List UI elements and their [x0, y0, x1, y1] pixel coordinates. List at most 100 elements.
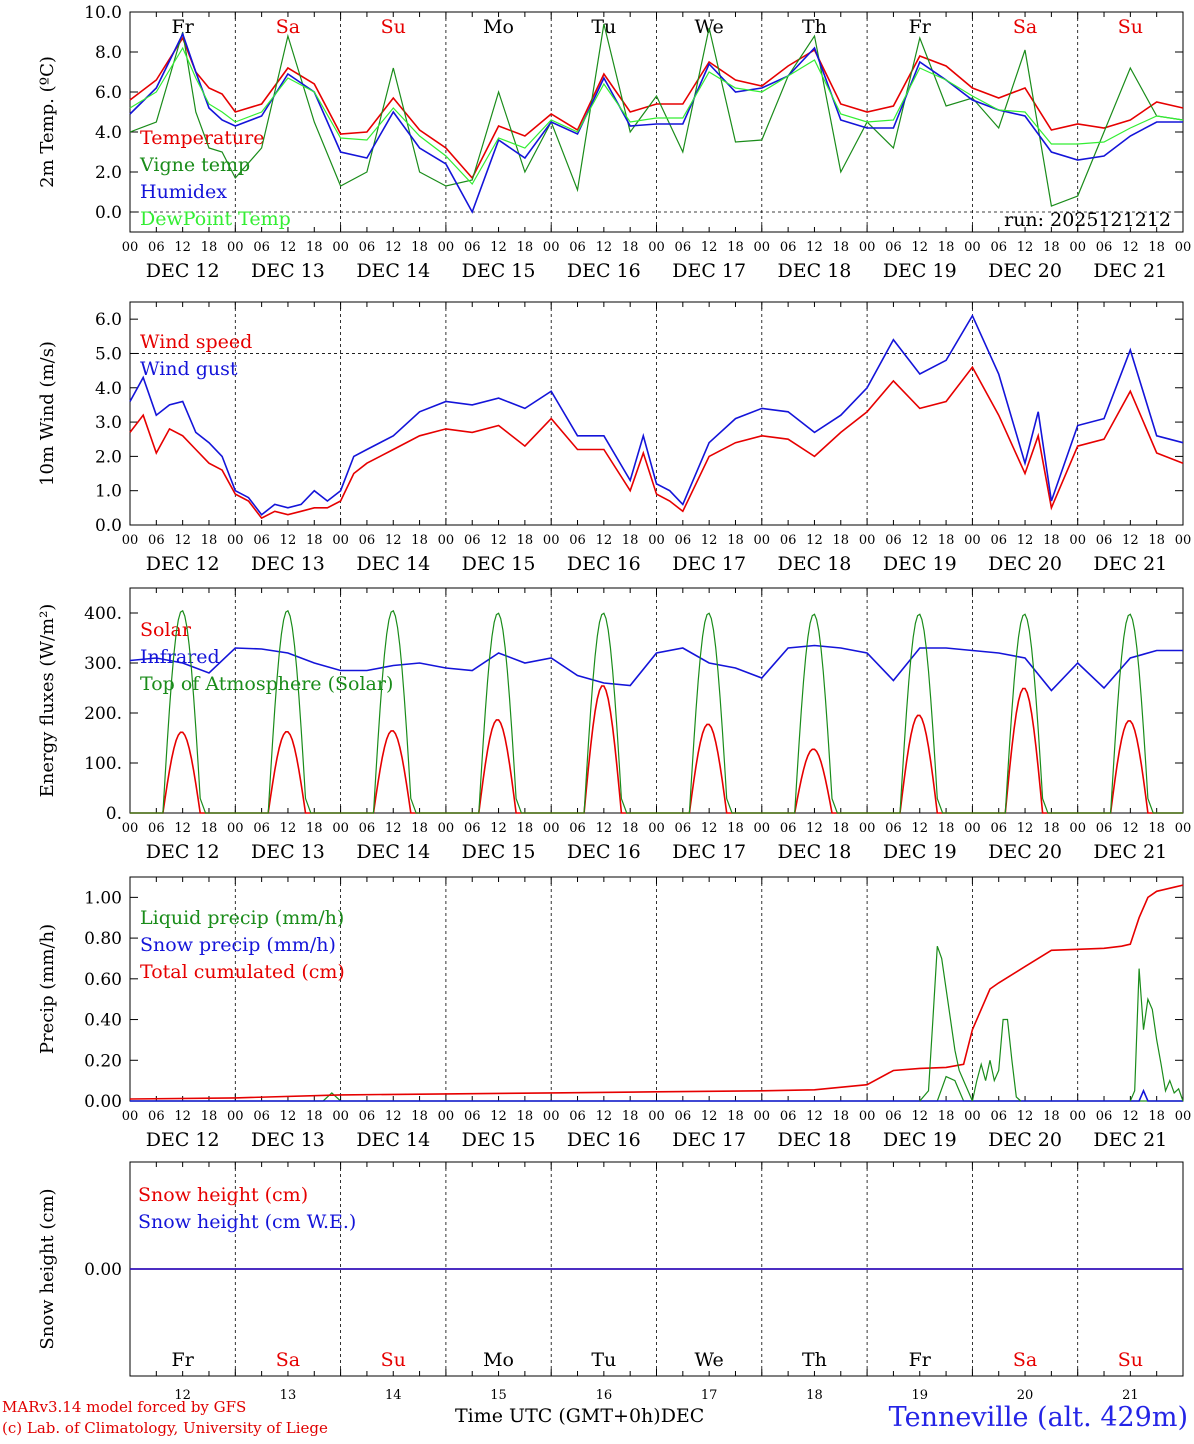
hour-tick-label: 18	[727, 240, 744, 255]
day-number-label: 12	[174, 1388, 191, 1403]
day-label: DEC 14	[356, 841, 430, 863]
hour-tick-label: 00	[543, 1109, 560, 1124]
day-label: DEC 20	[988, 260, 1062, 282]
day-label: DEC 12	[146, 260, 220, 282]
hour-tick-label: 12	[385, 533, 402, 548]
day-label: DEC 17	[672, 260, 746, 282]
hour-tick-label: 00	[648, 533, 665, 548]
series-top-of-atmosphere-solar-	[130, 609, 1183, 814]
hour-tick-label: 12	[1122, 1109, 1139, 1124]
day-label: DEC 20	[988, 841, 1062, 863]
hour-tick-label: 18	[517, 821, 534, 836]
hour-tick-label: 00	[648, 240, 665, 255]
hour-tick-label: 06	[464, 821, 481, 836]
liquid-precip-event	[971, 1018, 1022, 1102]
weekday-label: Th	[802, 16, 827, 38]
hour-tick-label: 00	[543, 240, 560, 255]
y-tick-label: 0.80	[84, 929, 122, 949]
hour-tick-label: 12	[385, 1109, 402, 1124]
hour-tick-label: 00	[1175, 533, 1192, 548]
day-label: DEC 20	[988, 1129, 1062, 1151]
y-tick-label: 0.40	[84, 1011, 122, 1031]
hour-tick-label: 12	[490, 240, 507, 255]
hour-tick-label: 06	[253, 1109, 270, 1124]
y-tick-label: 3.0	[95, 413, 122, 433]
day-number-label: 20	[1017, 1388, 1034, 1403]
weekday-label: Fr	[172, 16, 195, 38]
hour-tick-label: 06	[253, 821, 270, 836]
hour-tick-label: 18	[411, 533, 428, 548]
hour-tick-label: 06	[675, 821, 692, 836]
weekday-label: Fr	[172, 1349, 195, 1371]
weekday-label: Su	[381, 1349, 406, 1371]
hour-tick-label: 18	[411, 240, 428, 255]
hour-tick-label: 00	[438, 1109, 455, 1124]
hour-tick-label: 12	[1017, 240, 1034, 255]
day-label: DEC 21	[1093, 1129, 1167, 1151]
hour-tick-label: 06	[780, 533, 797, 548]
day-label: DEC 16	[567, 553, 641, 575]
day-label: DEC 12	[146, 553, 220, 575]
hour-tick-label: 06	[464, 533, 481, 548]
hour-tick-label: 18	[517, 240, 534, 255]
hour-tick-label: 12	[806, 1109, 823, 1124]
series-infrared	[129, 644, 1183, 692]
y-axis-title: 2m Temp. (ºC)	[37, 56, 58, 188]
hour-tick-label: 06	[569, 533, 586, 548]
hour-tick-label: 12	[1017, 821, 1034, 836]
day-label: DEC 16	[567, 841, 641, 863]
hour-tick-label: 18	[622, 821, 639, 836]
day-label: DEC 12	[146, 841, 220, 863]
hour-tick-label: 00	[859, 240, 876, 255]
hour-tick-label: 18	[1043, 533, 1060, 548]
day-label: DEC 14	[356, 260, 430, 282]
hour-tick-label: 06	[569, 821, 586, 836]
hour-tick-label: 06	[990, 533, 1007, 548]
hour-tick-label: 18	[833, 533, 850, 548]
hour-tick-label: 18	[411, 821, 428, 836]
legend-entry: Temperature	[140, 127, 264, 149]
hour-tick-label: 18	[938, 1109, 955, 1124]
day-label: DEC 17	[672, 1129, 746, 1151]
hour-tick-label: 12	[280, 533, 297, 548]
day-label: DEC 18	[778, 553, 852, 575]
y-tick-label: 4.0	[95, 379, 122, 399]
day-label: DEC 16	[567, 260, 641, 282]
hour-tick-label: 12	[1017, 1109, 1034, 1124]
hour-tick-label: 00	[1069, 1109, 1086, 1124]
hour-tick-label: 00	[227, 533, 244, 548]
y-tick-label: 0.60	[84, 970, 122, 990]
hour-tick-label: 12	[385, 240, 402, 255]
hour-tick-label: 12	[174, 240, 191, 255]
legend-entry: Snow height (cm W.E.)	[138, 1211, 356, 1233]
day-number-label: 17	[701, 1388, 718, 1403]
hour-tick-label: 18	[1043, 1109, 1060, 1124]
y-tick-label: 5.0	[95, 344, 122, 364]
day-label: DEC 15	[462, 553, 536, 575]
hour-tick-label: 06	[148, 821, 165, 836]
weekday-label: Sa	[276, 16, 300, 38]
hour-tick-label: 18	[833, 1109, 850, 1124]
hour-tick-label: 06	[1096, 533, 1113, 548]
hour-tick-label: 00	[1175, 821, 1192, 836]
weekday-label: Mo	[483, 16, 514, 38]
hour-tick-label: 06	[1096, 821, 1113, 836]
hour-tick-label: 18	[517, 1109, 534, 1124]
y-tick-label: 6.0	[95, 310, 122, 330]
hour-tick-label: 06	[148, 240, 165, 255]
hour-tick-label: 18	[833, 821, 850, 836]
hour-tick-label: 12	[280, 240, 297, 255]
hour-tick-label: 06	[464, 240, 481, 255]
hour-tick-label: 06	[569, 240, 586, 255]
hour-tick-label: 12	[911, 1109, 928, 1124]
hour-tick-label: 06	[675, 1109, 692, 1124]
hour-tick-label: 06	[1096, 1109, 1113, 1124]
legend-entry: Top of Atmosphere (Solar)	[140, 673, 393, 695]
run-label: run: 2025121212	[1004, 209, 1171, 231]
day-label: DEC 13	[251, 553, 325, 575]
hour-tick-label: 00	[859, 1109, 876, 1124]
hour-tick-label: 18	[1148, 240, 1165, 255]
legend-entry: Humidex	[140, 181, 227, 203]
y-tick-label: 10.0	[84, 3, 122, 23]
day-label: DEC 18	[778, 1129, 852, 1151]
